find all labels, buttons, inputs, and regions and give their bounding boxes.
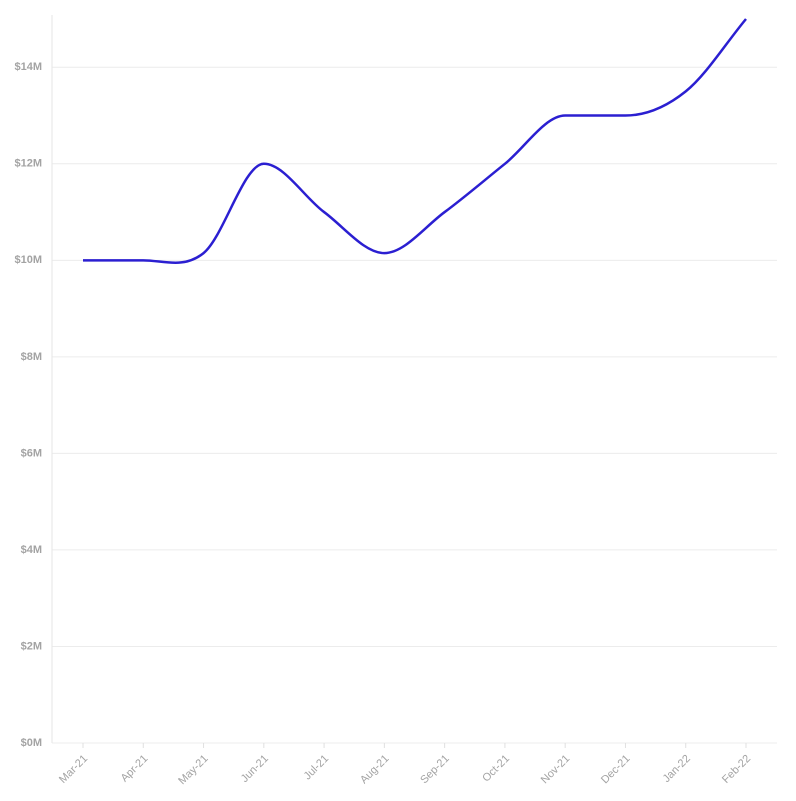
x-tick-label: Mar-21 [57, 753, 90, 786]
y-tick-label: $6M [21, 447, 42, 459]
y-tick-label: $10M [14, 254, 42, 266]
y-tick-label: $8M [21, 351, 42, 363]
x-tick-label: Nov-21 [539, 753, 573, 787]
x-tick-label: Jul-21 [302, 753, 332, 783]
x-tick-label: Jan-22 [661, 753, 693, 785]
x-tick-label: Apr-21 [119, 753, 151, 785]
x-tick-label: Jun-21 [239, 753, 271, 785]
y-tick-label: $4M [21, 544, 42, 556]
x-tick-label: May-21 [176, 753, 210, 787]
y-tick-label: $0M [21, 737, 42, 749]
x-tick-label: Sep-21 [418, 753, 452, 787]
y-tick-label: $12M [14, 158, 42, 170]
x-tick-label: Dec-21 [599, 753, 633, 787]
x-tick-label: Aug-21 [358, 753, 392, 787]
x-tick-label: Oct-21 [480, 753, 512, 785]
line [82, 18, 747, 264]
y-tick-label: $14M [14, 61, 42, 73]
x-tick-label: Feb-22 [720, 753, 753, 786]
y-tick-label: $2M [21, 640, 42, 652]
